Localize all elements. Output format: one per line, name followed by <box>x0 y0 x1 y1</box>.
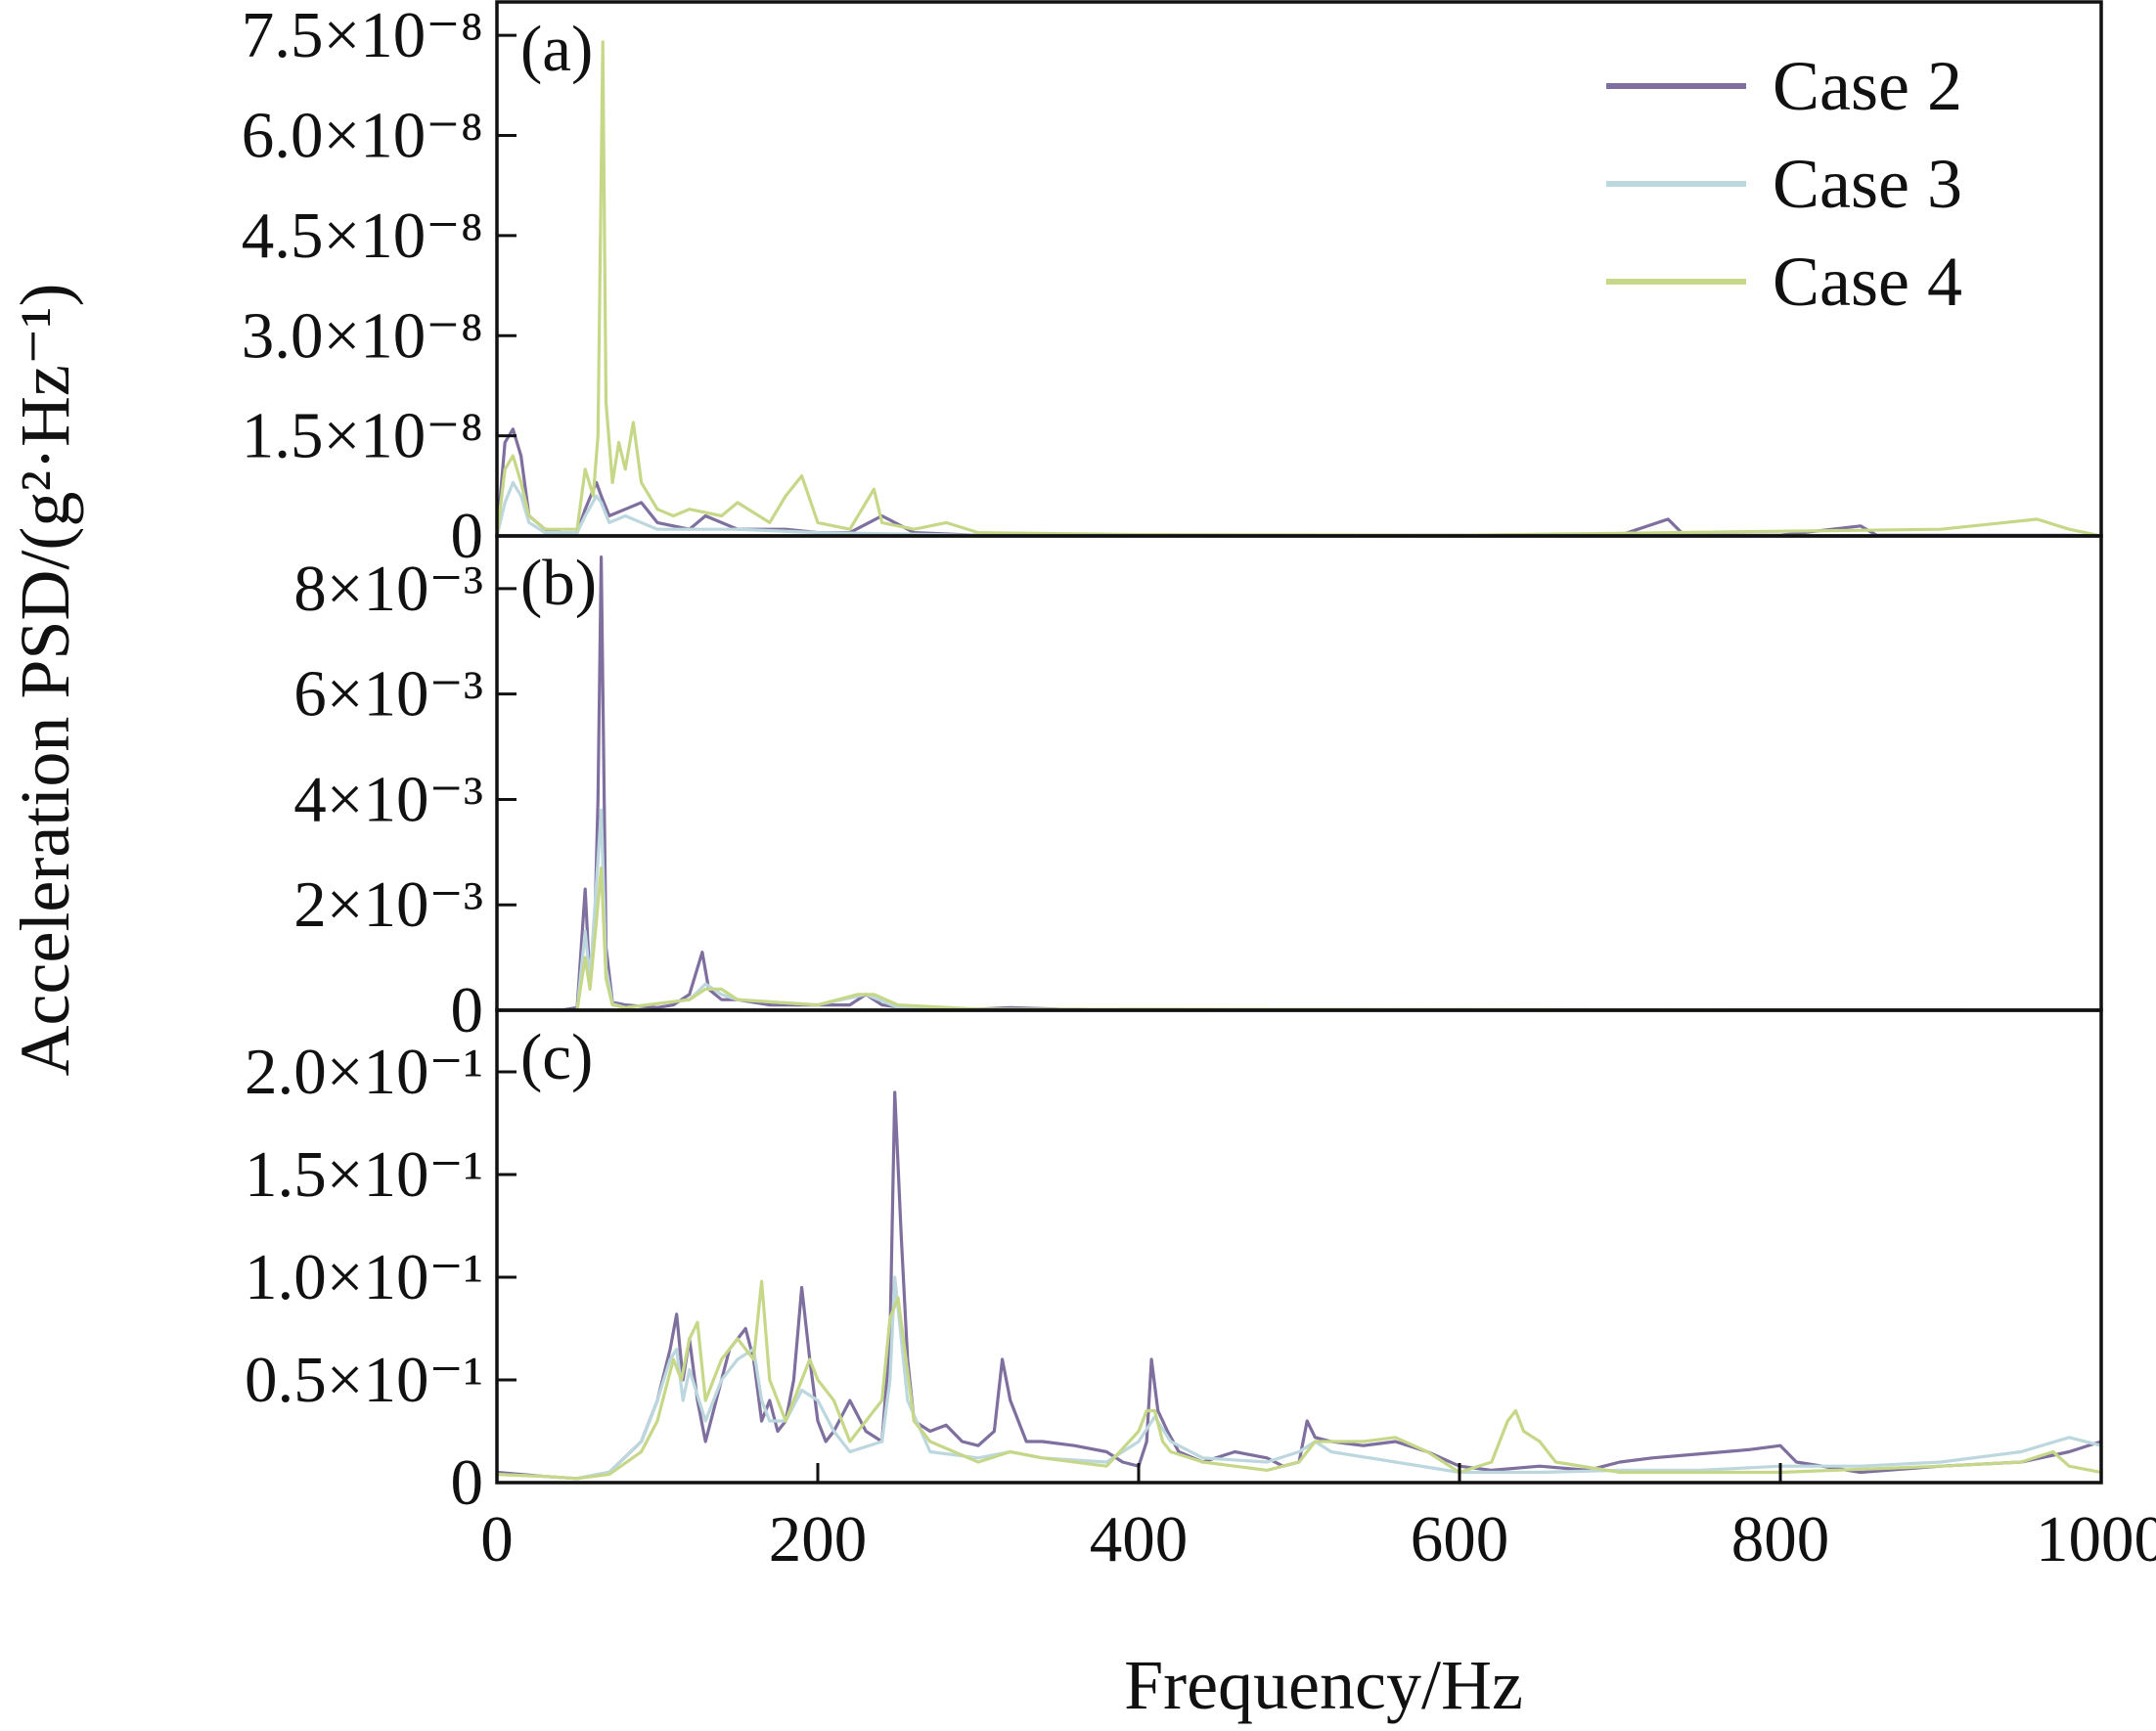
y-tick-label: 4.5×10⁻⁸ <box>242 200 483 272</box>
y-tick-label: 2×10⁻³ <box>293 868 483 941</box>
y-tick-label: 3.0×10⁻⁸ <box>242 299 483 372</box>
panel-frame <box>495 1008 2103 1485</box>
y-tick-label: 1.5×10⁻⁸ <box>242 400 483 472</box>
y-tick-label: 4×10⁻³ <box>293 763 483 835</box>
y-tick-label: 2.0×10⁻¹ <box>245 1036 483 1108</box>
panel-label: (c) <box>520 1021 593 1093</box>
y-tick-label: 0 <box>451 500 484 572</box>
legend-label: Case 3 <box>1773 145 1962 223</box>
panel-3: 0 0.5×10⁻¹ 1.0×10⁻¹ 1.5×10⁻¹ 2.0×10⁻¹ (c) <box>245 1008 2103 1519</box>
y-tick-label: 1.5×10⁻¹ <box>245 1138 483 1211</box>
panel-label: (b) <box>520 547 597 619</box>
series-line-case-3 <box>497 1275 2101 1481</box>
y-tick-label: 0.5×10⁻¹ <box>245 1344 483 1416</box>
x-tick-label: 200 <box>769 1503 868 1576</box>
x-tick-label: 600 <box>1411 1503 1509 1576</box>
series-line-case-2 <box>497 427 2101 536</box>
series-line-case-3 <box>497 808 2101 1010</box>
y-tick-label: 8×10⁻³ <box>293 553 483 625</box>
x-axis-title: Frequency/Hz <box>1124 1646 1523 1724</box>
x-tick-label: 0 <box>480 1503 514 1576</box>
panel-2: 0 2×10⁻³ 4×10⁻³ 6×10⁻³ 8×10⁻³ (b) <box>293 534 2103 1046</box>
y-axis-title: Acceleration PSD/(g²·Hz⁻¹) <box>6 284 84 1077</box>
y-tick-label: 6.0×10⁻⁸ <box>242 100 483 172</box>
series-line-case-4 <box>497 40 2101 536</box>
x-tick-label: 1000 <box>2036 1503 2156 1576</box>
y-tick-label: 0 <box>451 974 484 1046</box>
panels-layer: 0 1.5×10⁻⁸ 3.0×10⁻⁸ 4.5×10⁻⁸ 6.0×10⁻⁸ 7.5×10⁻… <box>242 0 2156 1576</box>
legend-item: Case 2 <box>1606 47 1962 125</box>
x-tick-label: 800 <box>1731 1503 1830 1576</box>
legend: Case 2 Case 3 Case 4 <box>1606 47 1962 321</box>
series-line-case-3 <box>497 480 2101 536</box>
panel-1: 0 1.5×10⁻⁸ 3.0×10⁻⁸ 4.5×10⁻⁸ 6.0×10⁻⁸ 7.5×10⁻… <box>242 0 2103 572</box>
series-line-case-2 <box>497 555 2101 1010</box>
legend-item: Case 4 <box>1606 243 1962 321</box>
legend-label: Case 4 <box>1773 243 1962 321</box>
y-tick-label: 0 <box>451 1446 484 1519</box>
y-tick-label: 1.0×10⁻¹ <box>245 1241 483 1313</box>
y-tick-label: 6×10⁻³ <box>293 658 483 731</box>
legend-item: Case 3 <box>1606 145 1962 223</box>
y-tick-label: 7.5×10⁻⁸ <box>242 0 483 71</box>
panel-label: (a) <box>520 13 593 85</box>
series-line-case-4 <box>497 1279 2101 1481</box>
series-line-case-4 <box>497 866 2101 1010</box>
series-line-case-2 <box>497 1090 2101 1481</box>
legend-label: Case 2 <box>1773 47 1962 125</box>
x-tick-label: 400 <box>1090 1503 1189 1576</box>
panel-frame <box>495 534 2103 1012</box>
